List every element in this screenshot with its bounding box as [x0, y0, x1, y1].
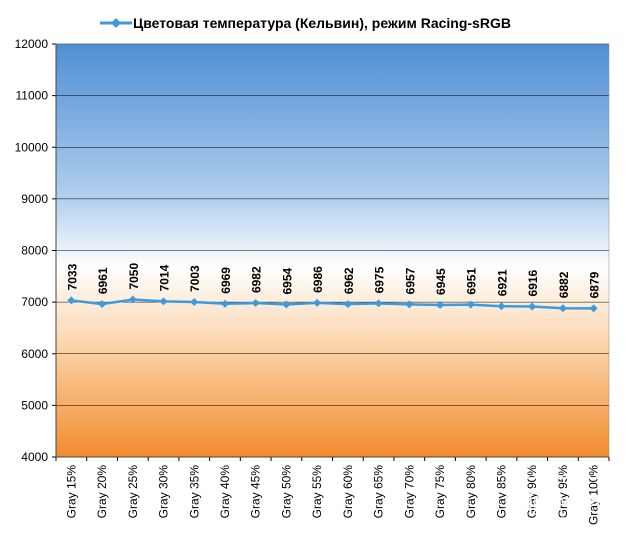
data-point	[558, 304, 567, 313]
data-label: 6882	[557, 271, 571, 298]
x-tick-label: Gray 95%	[556, 465, 570, 519]
data-label: 6879	[588, 271, 602, 298]
data-point	[497, 302, 506, 311]
data-label: 6975	[373, 266, 387, 293]
data-label: 7003	[188, 265, 202, 292]
plot-border	[55, 43, 610, 458]
data-label: 7014	[158, 264, 172, 291]
data-point	[251, 299, 260, 308]
watermark-brand-3d: 3D	[512, 488, 550, 521]
x-tick-label: Gray 60%	[341, 465, 355, 519]
data-label: 6961	[96, 267, 110, 294]
x-tick-label: Gray 15%	[64, 465, 78, 519]
y-axis-ticks: 4000 5000 6000 7000 8000 9000 10000 11000 12000	[15, 37, 56, 464]
series-line-group	[67, 295, 598, 313]
legend: Цветовая температура (Кельвин), режим Ra…	[100, 15, 511, 31]
x-tick-label: Gray 85%	[494, 465, 508, 519]
data-label: 6916	[526, 269, 540, 296]
x-tick-label: Gray 65%	[372, 465, 386, 519]
3dnews-watermark-logo: 3D NEWS Daily Digital Digest	[506, 477, 612, 527]
watermark-brand-news: NEWS	[558, 493, 600, 509]
data-point	[220, 299, 229, 308]
x-tick-label: Gray 40%	[218, 465, 232, 519]
data-label: 7033	[65, 263, 79, 290]
data-label: 6921	[495, 269, 509, 296]
x-axis-ticks: Gray 15% Gray 20% Gray 25% Gray 30% Gray 35%…	[55, 457, 610, 525]
data-point	[313, 298, 322, 307]
data-label: 6957	[403, 267, 417, 294]
data-point	[374, 299, 383, 308]
series-line	[71, 298, 594, 310]
x-tick-label: Gray 55%	[310, 465, 324, 519]
data-point	[405, 300, 414, 309]
data-point	[128, 295, 137, 304]
x-tick-label: Gray 25%	[126, 465, 140, 519]
x-tick-label: Gray 100%	[587, 465, 601, 525]
data-label: 6982	[250, 266, 264, 293]
legend-marker	[111, 18, 121, 28]
data-labels: 7033 6961 7050 7014 7003 6969 6982 6954 6986 6962…	[65, 263, 601, 299]
y-tick-label: 10000	[15, 140, 49, 154]
x-tick-label: Gray 80%	[464, 465, 478, 519]
data-point	[282, 300, 291, 309]
data-label: 6986	[311, 266, 325, 293]
x-tick-label: Gray 20%	[95, 465, 109, 519]
data-label: 6951	[465, 268, 479, 295]
data-point	[67, 296, 76, 305]
data-point	[343, 300, 352, 309]
data-label: 7050	[127, 263, 141, 290]
y-tick-label: 11000	[16, 89, 49, 103]
x-tick-label: Gray 35%	[187, 465, 201, 519]
y-tick-label: 5000	[21, 398, 48, 412]
x-tick-label: Gray 70%	[402, 465, 416, 519]
x-tick-label: Gray 75%	[433, 465, 447, 519]
legend-label: Цветовая температура (Кельвин), режим Ra…	[133, 15, 511, 31]
data-point	[98, 300, 107, 309]
data-point	[466, 300, 475, 309]
data-point	[589, 304, 598, 313]
x-tick-label: Gray 30%	[157, 465, 171, 519]
data-label: 6945	[434, 268, 448, 295]
data-label: 6954	[280, 267, 294, 294]
y-tick-label: 9000	[21, 192, 48, 206]
watermark-tagline: Daily Digital Digest	[513, 515, 585, 525]
data-point	[436, 300, 445, 309]
y-tick-label: 7000	[21, 295, 48, 309]
y-tick-label: 12000	[15, 37, 49, 51]
y-tick-label: 6000	[21, 347, 48, 361]
data-point	[528, 302, 537, 311]
x-tick-label: Gray 45%	[249, 465, 263, 519]
y-tick-label: 8000	[21, 244, 48, 258]
data-point	[190, 297, 199, 306]
data-label: 6962	[342, 267, 356, 294]
y-tick-label: 4000	[21, 450, 48, 464]
data-label: 6969	[219, 267, 233, 294]
x-tick-label: Gray 50%	[279, 465, 293, 519]
data-point	[159, 297, 168, 306]
